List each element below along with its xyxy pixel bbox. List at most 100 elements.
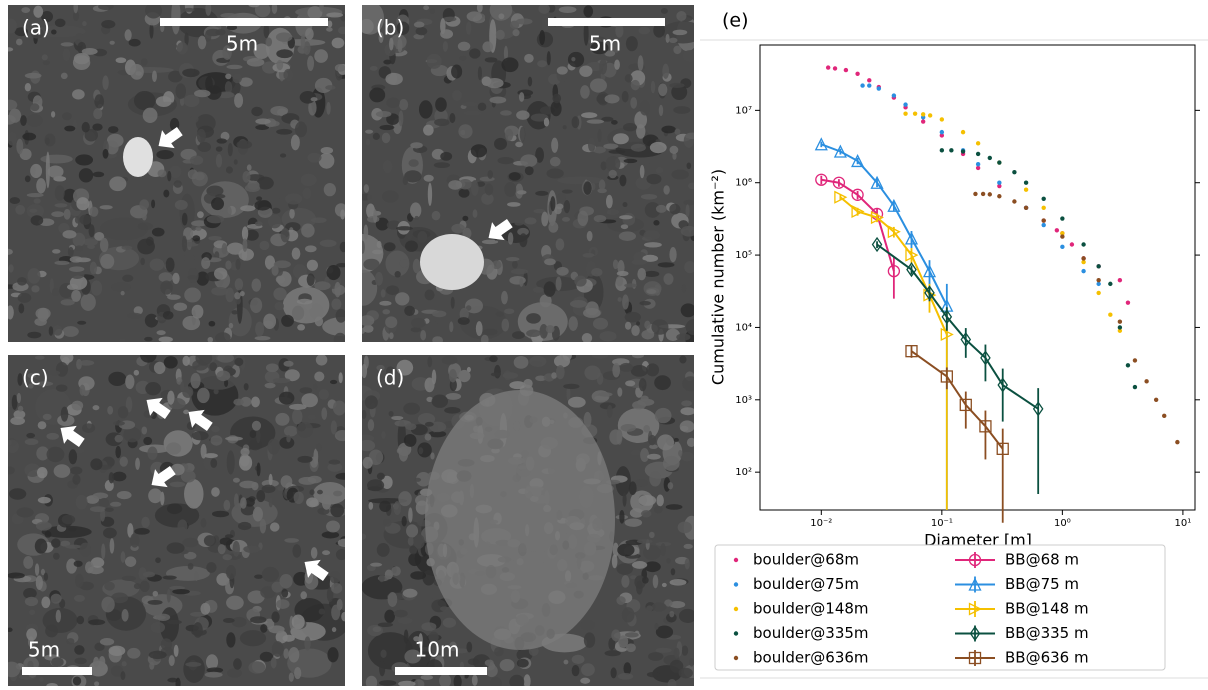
marker <box>870 211 884 225</box>
rock <box>108 645 126 656</box>
rock <box>426 53 442 69</box>
rock <box>586 230 593 242</box>
rock <box>655 625 674 639</box>
rock <box>89 506 107 513</box>
rock <box>94 94 105 109</box>
marker <box>833 144 847 158</box>
marker <box>851 188 864 201</box>
rock <box>173 302 188 312</box>
panel-label: (a) <box>22 16 50 40</box>
rock <box>334 281 341 298</box>
rock <box>587 137 596 152</box>
rock <box>610 667 617 679</box>
rock <box>539 294 552 308</box>
rock <box>300 173 317 187</box>
rock <box>678 667 693 679</box>
rock <box>362 315 375 327</box>
rock <box>308 99 317 116</box>
rock <box>638 26 650 35</box>
point <box>1117 277 1123 283</box>
rock <box>680 303 694 318</box>
point <box>1023 187 1029 192</box>
rock <box>424 289 435 301</box>
rock <box>445 392 462 400</box>
rock <box>221 243 228 255</box>
rock <box>642 163 654 175</box>
rock <box>115 445 121 459</box>
rock <box>34 317 47 326</box>
rock <box>114 434 123 443</box>
rock <box>211 510 230 518</box>
rock <box>526 313 541 324</box>
rock <box>181 235 188 252</box>
rock <box>296 421 314 438</box>
rock <box>410 142 423 149</box>
rock <box>326 520 340 533</box>
rock <box>50 593 62 604</box>
rock <box>654 407 672 424</box>
rock <box>156 613 171 621</box>
rock <box>77 320 87 325</box>
rock <box>8 572 25 579</box>
rock <box>408 552 422 567</box>
rock <box>520 154 538 168</box>
rock <box>381 190 399 203</box>
rock <box>93 656 100 668</box>
rock <box>268 625 285 634</box>
rock <box>643 230 661 240</box>
rock <box>215 153 223 168</box>
rock <box>362 533 367 540</box>
rock <box>379 680 397 686</box>
rock <box>60 355 74 364</box>
point <box>825 65 831 70</box>
rock <box>211 487 220 497</box>
rock <box>234 357 244 367</box>
rock <box>442 41 448 52</box>
rock <box>183 94 200 108</box>
rock <box>166 589 171 603</box>
rock <box>306 497 319 508</box>
rock <box>121 609 129 622</box>
rock <box>616 270 629 277</box>
rock <box>335 472 345 480</box>
rock <box>30 163 43 179</box>
rock <box>420 330 427 341</box>
rock <box>391 566 401 577</box>
rock <box>209 362 217 372</box>
rock <box>638 494 657 506</box>
rock <box>276 599 290 609</box>
rock <box>271 581 283 593</box>
rock <box>108 371 127 387</box>
rock <box>423 124 434 136</box>
rock <box>681 645 689 656</box>
rock <box>278 391 295 405</box>
rock <box>46 370 61 376</box>
rock <box>98 655 106 668</box>
rock <box>149 661 155 670</box>
rock <box>177 519 188 534</box>
rock <box>118 338 126 342</box>
rock <box>458 188 470 198</box>
rock <box>233 493 239 508</box>
rock <box>597 188 607 194</box>
rock <box>264 382 276 389</box>
rock <box>290 134 300 151</box>
scale-bar <box>160 18 328 26</box>
rock <box>240 497 247 509</box>
rock <box>182 315 201 331</box>
legend-label: boulder@148m <box>753 600 869 618</box>
rock <box>67 246 74 257</box>
rock <box>680 225 694 237</box>
rock <box>305 28 314 40</box>
rock <box>222 554 233 561</box>
point <box>832 66 838 71</box>
rock <box>513 355 529 369</box>
rock <box>78 360 95 366</box>
rock <box>142 571 155 578</box>
rock <box>404 170 422 183</box>
marker <box>834 190 848 204</box>
rock <box>623 123 637 132</box>
rock <box>24 83 32 92</box>
rock <box>54 260 70 266</box>
rock <box>60 406 69 422</box>
